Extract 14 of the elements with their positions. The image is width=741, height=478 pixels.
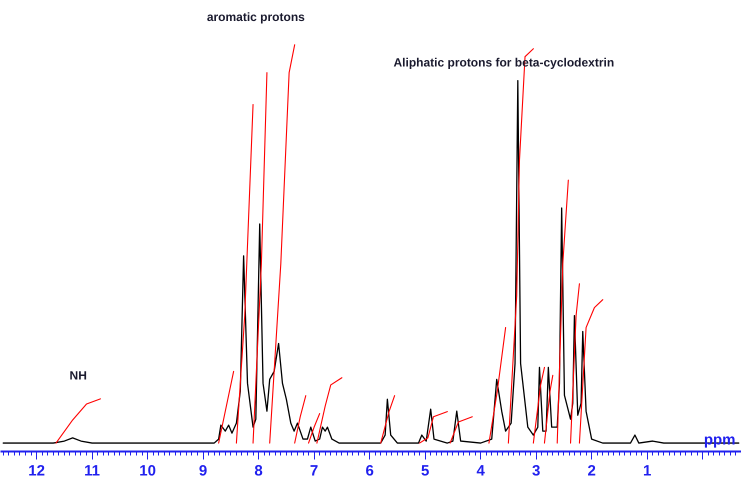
- text: aromatic protons: [206, 10, 306, 24]
- x-tick-label: 11: [84, 462, 100, 478]
- x-tick-label: 1: [642, 462, 652, 478]
- x-tick-label: 9: [198, 462, 208, 478]
- annotation: NH: [70, 368, 87, 382]
- x-tick-label: 12: [28, 462, 45, 478]
- x-tick-label: 6: [365, 462, 374, 478]
- x-tick-label: 7: [310, 462, 318, 478]
- x-tick-label: 4: [476, 462, 486, 478]
- x-tick-label: 2: [587, 462, 596, 478]
- x-tick-label: 10: [139, 462, 156, 478]
- x-tick-label: 8: [254, 462, 263, 478]
- x-tick-label: 5: [420, 462, 430, 478]
- x-tick-label: 3: [532, 462, 540, 478]
